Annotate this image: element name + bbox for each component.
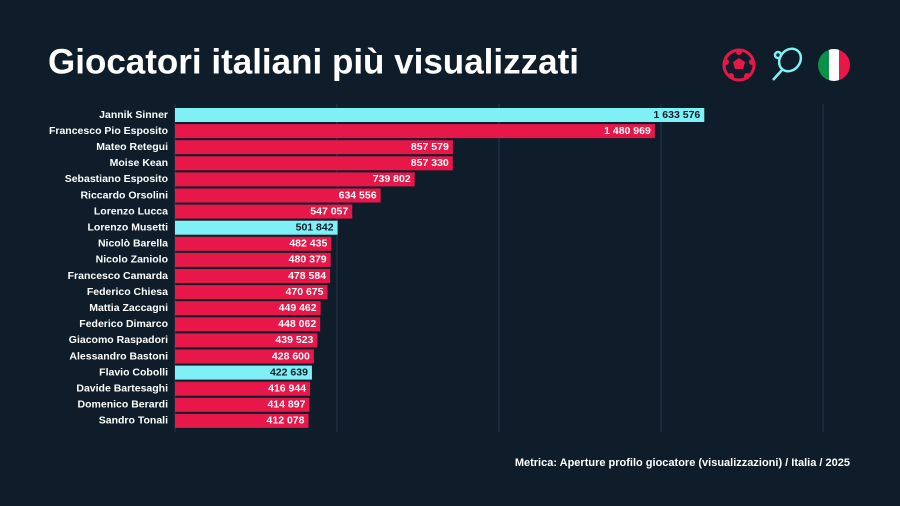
value-label: 439 523	[275, 334, 313, 346]
bar	[175, 269, 331, 283]
value-label: 422 639	[270, 366, 308, 378]
y-tick-label: Domenico Berardi	[78, 399, 169, 411]
bar	[175, 365, 312, 380]
bar	[175, 381, 311, 396]
y-tick-label: Alessandro Bastoni	[69, 350, 168, 362]
y-tick-label: Giacomo Raspadori	[69, 334, 168, 346]
y-tick-label: Lorenzo Musetti	[88, 221, 169, 233]
value-label: 412 078	[267, 415, 305, 427]
y-tick-label: Davide Bartesaghi	[76, 382, 168, 394]
value-label: 428 600	[272, 350, 310, 362]
value-label: 857 330	[411, 157, 449, 169]
value-label: 482 435	[289, 238, 327, 250]
bar	[175, 301, 321, 316]
y-tick-label: Francesco Camarda	[68, 270, 169, 282]
bar	[175, 124, 655, 139]
bar	[175, 140, 453, 155]
bar	[175, 188, 381, 203]
value-label: 501 842	[296, 221, 334, 233]
y-tick-label: Federico Dimarco	[79, 318, 168, 330]
bar	[175, 285, 328, 300]
value-label: 1 633 576	[654, 109, 701, 121]
y-tick-label: Nicolò Barella	[98, 238, 168, 250]
italy-flag-icon	[818, 49, 850, 81]
y-tick-label: Moise Kean	[110, 157, 168, 169]
value-label: 547 057	[310, 205, 348, 217]
bar	[175, 108, 705, 122]
bar	[175, 156, 453, 171]
footnote: Metrica: Aperture profilo giocatore (vis…	[515, 457, 850, 469]
y-tick-label: Francesco Pio Esposito	[49, 125, 168, 137]
y-tick-label: Jannik Sinner	[99, 109, 168, 121]
value-label: 1 480 969	[604, 125, 651, 137]
bar	[175, 397, 310, 412]
bar	[175, 317, 321, 332]
y-tick-label: Mattia Zaccagni	[89, 302, 168, 314]
bar	[175, 333, 318, 348]
value-label: 470 675	[286, 286, 324, 298]
value-label: 857 579	[411, 141, 449, 153]
value-label: 414 897	[267, 399, 305, 411]
y-tick-label: Riccardo Orsolini	[80, 189, 168, 201]
chart-title: Giocatori italiani più visualizzati	[48, 42, 579, 81]
bar	[175, 236, 332, 251]
value-label: 448 062	[278, 318, 316, 330]
value-label: 449 462	[279, 302, 317, 314]
y-tick-label: Flavio Cobolli	[99, 366, 168, 378]
bar	[175, 252, 331, 267]
value-label: 478 584	[288, 270, 326, 282]
y-tick-label: Federico Chiesa	[87, 286, 168, 298]
value-label: 480 379	[289, 254, 327, 266]
bar	[175, 220, 338, 235]
bar	[175, 204, 353, 219]
y-tick-label: Lorenzo Lucca	[94, 205, 168, 217]
value-label: 416 944	[268, 382, 306, 394]
value-label: 634 556	[339, 189, 377, 201]
y-tick-label: Mateo Retegui	[96, 141, 168, 153]
bar	[175, 172, 415, 187]
football-icon	[722, 48, 756, 82]
bar	[175, 349, 314, 364]
y-tick-label: Sebastiano Esposito	[65, 173, 168, 185]
value-label: 739 802	[373, 173, 411, 185]
y-tick-label: Nicolo Zaniolo	[96, 254, 168, 266]
y-tick-label: Sandro Tonali	[99, 415, 168, 427]
bar	[175, 413, 309, 428]
tennis-icon	[772, 47, 803, 81]
